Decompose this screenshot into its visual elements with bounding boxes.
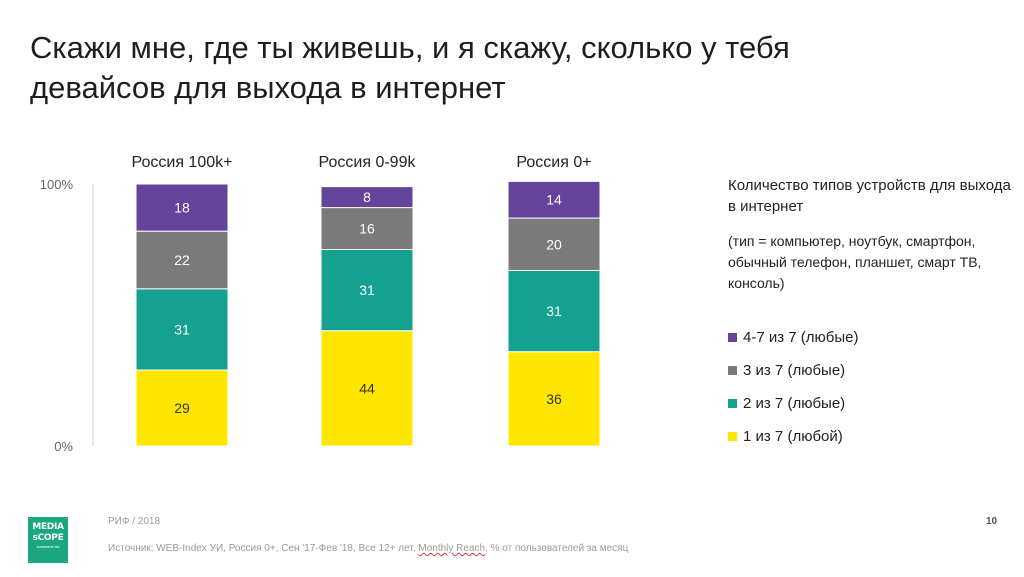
legend-label-1: 3 из 7 (любые) bbox=[743, 362, 846, 379]
bar-segment-0-2 bbox=[135, 230, 229, 290]
data-label-2-3: 14 bbox=[546, 192, 562, 208]
legend-swatch-2 bbox=[728, 399, 737, 408]
data-label-2-1: 31 bbox=[546, 303, 562, 319]
y-tick-label-0: 0% bbox=[54, 439, 73, 454]
legend-item-3: 1 из 7 (любой) bbox=[728, 420, 1018, 453]
legend-label-3: 1 из 7 (любой) bbox=[743, 428, 843, 445]
footer-source: Источник: WEB-Index УИ, Россия 0+, Сен '… bbox=[108, 543, 628, 554]
data-label-1-2: 16 bbox=[359, 221, 375, 237]
bar-segment-0-3 bbox=[135, 183, 229, 232]
category-label-1: Россия 0-99k bbox=[319, 154, 417, 171]
bar-segment-1-0 bbox=[320, 330, 414, 447]
data-label-2-0: 36 bbox=[546, 391, 562, 407]
page-number: 10 bbox=[986, 516, 998, 527]
title-line-1: Скажи мне, где ты живешь, и я скажу, ско… bbox=[30, 30, 790, 65]
bar-segment-0-1 bbox=[135, 288, 229, 371]
bar-segment-1-2 bbox=[320, 207, 414, 250]
chart-legend: Количество типов устройств для выхода в … bbox=[728, 175, 1018, 453]
logo-line-2: sCOPE bbox=[32, 533, 64, 543]
data-label-1-3: 8 bbox=[363, 189, 371, 205]
legend-item-0: 4-7 из 7 (любые) bbox=[728, 321, 1018, 354]
data-label-0-2: 22 bbox=[174, 252, 190, 268]
data-label-0-3: 18 bbox=[174, 200, 190, 216]
legend-label-2: 2 из 7 (любые) bbox=[743, 395, 846, 412]
legend-swatch-1 bbox=[728, 366, 737, 375]
data-label-1-0: 44 bbox=[359, 380, 375, 396]
footer-org: РИФ / 2018 bbox=[108, 516, 161, 527]
legend-title: Количество типов устройств для выхода в … bbox=[728, 177, 1011, 215]
source-text-2: , % от пользователей за месяц bbox=[485, 543, 629, 554]
logo-line-1: MEDIA bbox=[32, 522, 64, 532]
legend-item-2: 2 из 7 (любые) bbox=[728, 387, 1018, 420]
legend-label-0: 4-7 из 7 (любые) bbox=[743, 329, 859, 346]
mediascope-logo: MEDIA sCOPE POWERED BY TNS bbox=[28, 517, 68, 563]
legend-swatch-3 bbox=[728, 432, 737, 441]
title-line-2: девайсов для выхода в интернет bbox=[30, 70, 506, 105]
bar-segment-2-3 bbox=[507, 180, 601, 219]
data-label-2-2: 20 bbox=[546, 236, 562, 252]
bar-segment-1-1 bbox=[320, 249, 414, 332]
data-label-1-1: 31 bbox=[359, 282, 375, 298]
legend-item-1: 3 из 7 (любые) bbox=[728, 354, 1018, 387]
bar-segment-2-0 bbox=[507, 351, 601, 447]
bar-segment-2-2 bbox=[507, 217, 601, 271]
category-label-0: Россия 100k+ bbox=[132, 154, 233, 171]
stacked-bar-chart: 0% 100% Россия 100k+ 29 31 22 18 Россия 0-99k 44… bbox=[40, 154, 601, 454]
legend-note: (тип = компьютер, ноутбук, смартфон, обы… bbox=[728, 233, 982, 291]
bar-segment-0-0 bbox=[135, 369, 229, 447]
legend-items: 4-7 из 7 (любые) 3 из 7 (любые) 2 из 7 (лю… bbox=[728, 321, 1018, 453]
page-title: Скажи мне, где ты живешь, и я скажу, ско… bbox=[30, 28, 970, 108]
data-label-0-1: 31 bbox=[174, 321, 190, 337]
y-tick-label-100: 100% bbox=[40, 177, 74, 192]
data-label-0-0: 29 bbox=[174, 400, 190, 416]
bar-segment-1-3 bbox=[320, 186, 414, 209]
bar-segment-2-1 bbox=[507, 269, 601, 353]
source-text-underlined: Monthly Reach bbox=[418, 543, 486, 554]
logo-tagline: POWERED BY TNS bbox=[36, 545, 60, 549]
legend-swatch-0 bbox=[728, 333, 737, 342]
category-label-2: Россия 0+ bbox=[516, 154, 591, 171]
source-text-1: Источник: WEB-Index УИ, Россия 0+, Сен '… bbox=[108, 543, 419, 554]
